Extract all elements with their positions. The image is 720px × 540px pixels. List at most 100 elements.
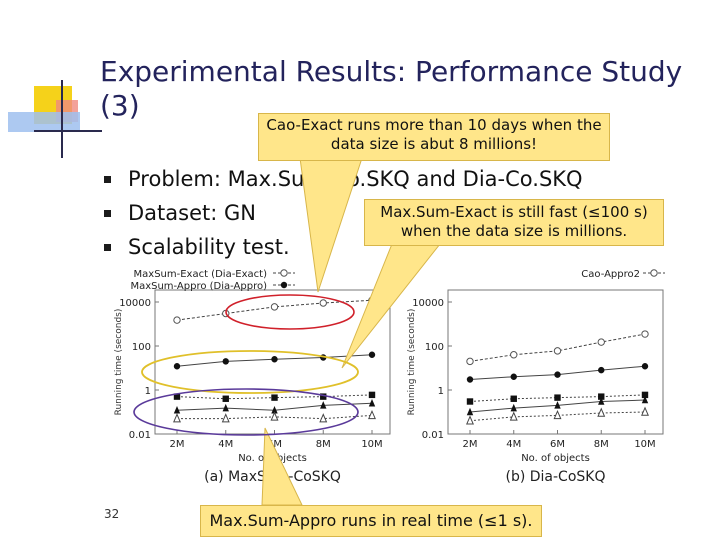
callout-maxsum-appro: Max.Sum-Appro runs in real time (≤1 s). (200, 505, 542, 537)
marker-circle-filled (554, 371, 561, 378)
marker-triangle-open (641, 406, 649, 416)
marker-circle-open (173, 316, 181, 324)
marker-triangle-open (466, 415, 474, 425)
x-tick-label: 6M (267, 439, 282, 450)
marker-circle-filled (641, 363, 649, 370)
y-tick-label: 1 (145, 386, 151, 397)
marker-circle-open (280, 269, 288, 277)
x-tick-label: 2M (170, 439, 185, 450)
marker-triangle-filled (320, 401, 327, 409)
marker-circle-open (466, 357, 474, 366)
y-tick-label: 1 (438, 386, 444, 397)
y-tick-label: 0.01 (422, 430, 444, 441)
marker-triangle-open (270, 411, 279, 421)
y-tick-label: 10000 (119, 298, 151, 309)
logo-vertical-line (61, 80, 63, 158)
marker-circle-filled (510, 373, 517, 380)
marker-triangle-filled (173, 406, 181, 414)
marker-triangle-filled (598, 397, 605, 405)
marker-circle-filled (368, 351, 376, 358)
marker-square-filled (641, 391, 649, 399)
marker-circle-open (641, 330, 649, 338)
marker-circle-open (553, 347, 562, 355)
chart-b: Running time (seconds) 0.01 1 100 10000 2M 4M 6… (407, 269, 665, 485)
x-tick-label: 8M (594, 439, 609, 450)
chart-caption: (b) Dia-CoSKQ (506, 469, 606, 485)
series-line (469, 394, 646, 403)
marker-square-filled (368, 391, 376, 399)
marker-square-filled (173, 393, 181, 400)
y-axis-label: Running time (seconds) (407, 309, 417, 416)
highlight-maxsum-exact (141, 350, 359, 394)
marker-circle-filled (173, 363, 181, 370)
y-tick-label: 100 (425, 342, 444, 353)
marker-triangle-filled (222, 403, 229, 412)
highlight-cao-exact (225, 294, 355, 330)
marker-triangle-filled (510, 403, 517, 412)
bullet-text: Scalability test. (128, 235, 290, 259)
marker-triangle-filled (271, 406, 278, 414)
marker-square-filled (222, 395, 229, 402)
marker-square-filled (320, 393, 327, 400)
marker-circle-filled (466, 376, 474, 383)
marker-triangle-open (509, 411, 518, 421)
marker-triangle-filled (554, 401, 561, 409)
slide-number: 32 (104, 507, 120, 521)
callout-cao-exact: Cao-Exact runs more than 10 days when th… (258, 113, 610, 161)
y-tick-label: 0.01 (129, 430, 151, 441)
marker-circle-filled (271, 356, 278, 363)
plot-frame (447, 289, 664, 435)
callout-pointer-maxsum-appro (261, 427, 303, 506)
bullet-text: Dataset: GN (128, 201, 256, 225)
marker-circle-open (270, 303, 279, 311)
y-tick-label: 10000 (412, 298, 444, 309)
marker-triangle-open (368, 409, 376, 420)
x-tick-label: 2M (463, 439, 478, 450)
marker-circle-open (650, 269, 658, 277)
bullet-marker (104, 176, 111, 183)
marker-circle-open (319, 299, 327, 307)
legend-entry: Cao-Appro2 (581, 269, 640, 280)
x-axis-label: No. of objects (521, 453, 590, 464)
marker-triangle-filled (368, 399, 376, 407)
marker-circle-filled (280, 281, 288, 289)
callout-pointer-maxsum-exact (341, 243, 442, 369)
marker-triangle-open (553, 409, 562, 420)
marker-triangle-open (597, 407, 606, 417)
marker-circle-filled (222, 358, 229, 365)
series-line (176, 299, 373, 321)
logo-horizontal-line (34, 130, 102, 132)
bullet-dataset: Dataset: GN (104, 198, 583, 232)
legend-entry: MaxSum-Appro (Dia-Appro) (130, 281, 267, 292)
y-tick-label: 100 (132, 342, 151, 353)
x-tick-label: 6M (550, 439, 565, 450)
x-tick-label: 10M (361, 439, 382, 450)
marker-triangle-filled (466, 407, 474, 416)
slide-title: Experimental Results: Performance Study … (100, 55, 683, 122)
highlight-maxsum-appro (133, 388, 359, 436)
marker-circle-open (510, 351, 518, 359)
marker-square-filled (554, 394, 561, 401)
marker-triangle-filled (641, 395, 649, 404)
x-tick-label: 4M (506, 439, 521, 450)
bullet-marker (104, 244, 111, 251)
marker-circle-filled (598, 366, 605, 374)
marker-triangle-open (319, 413, 328, 423)
series-line (469, 411, 646, 422)
series-line (469, 333, 646, 362)
marker-square-filled (271, 394, 278, 401)
y-axis-label: Running time (seconds) (114, 309, 124, 416)
legend-entry: MaxSum-Exact (Dia-Exact) (134, 269, 268, 280)
callout-pointer-cao (299, 157, 363, 293)
x-tick-label: 10M (634, 439, 655, 450)
callout-maxsum-exact: Max.Sum-Exact is still fast (≤100 s) whe… (364, 199, 664, 246)
x-tick-label: 8M (316, 439, 331, 450)
marker-square-filled (598, 393, 605, 400)
marker-circle-open (597, 338, 605, 346)
bullet-scalability: Scalability test. (104, 232, 583, 266)
bullet-marker (104, 210, 111, 217)
marker-triangle-open (173, 413, 181, 423)
x-tick-label: 4M (218, 439, 233, 450)
marker-square-filled (510, 395, 517, 402)
